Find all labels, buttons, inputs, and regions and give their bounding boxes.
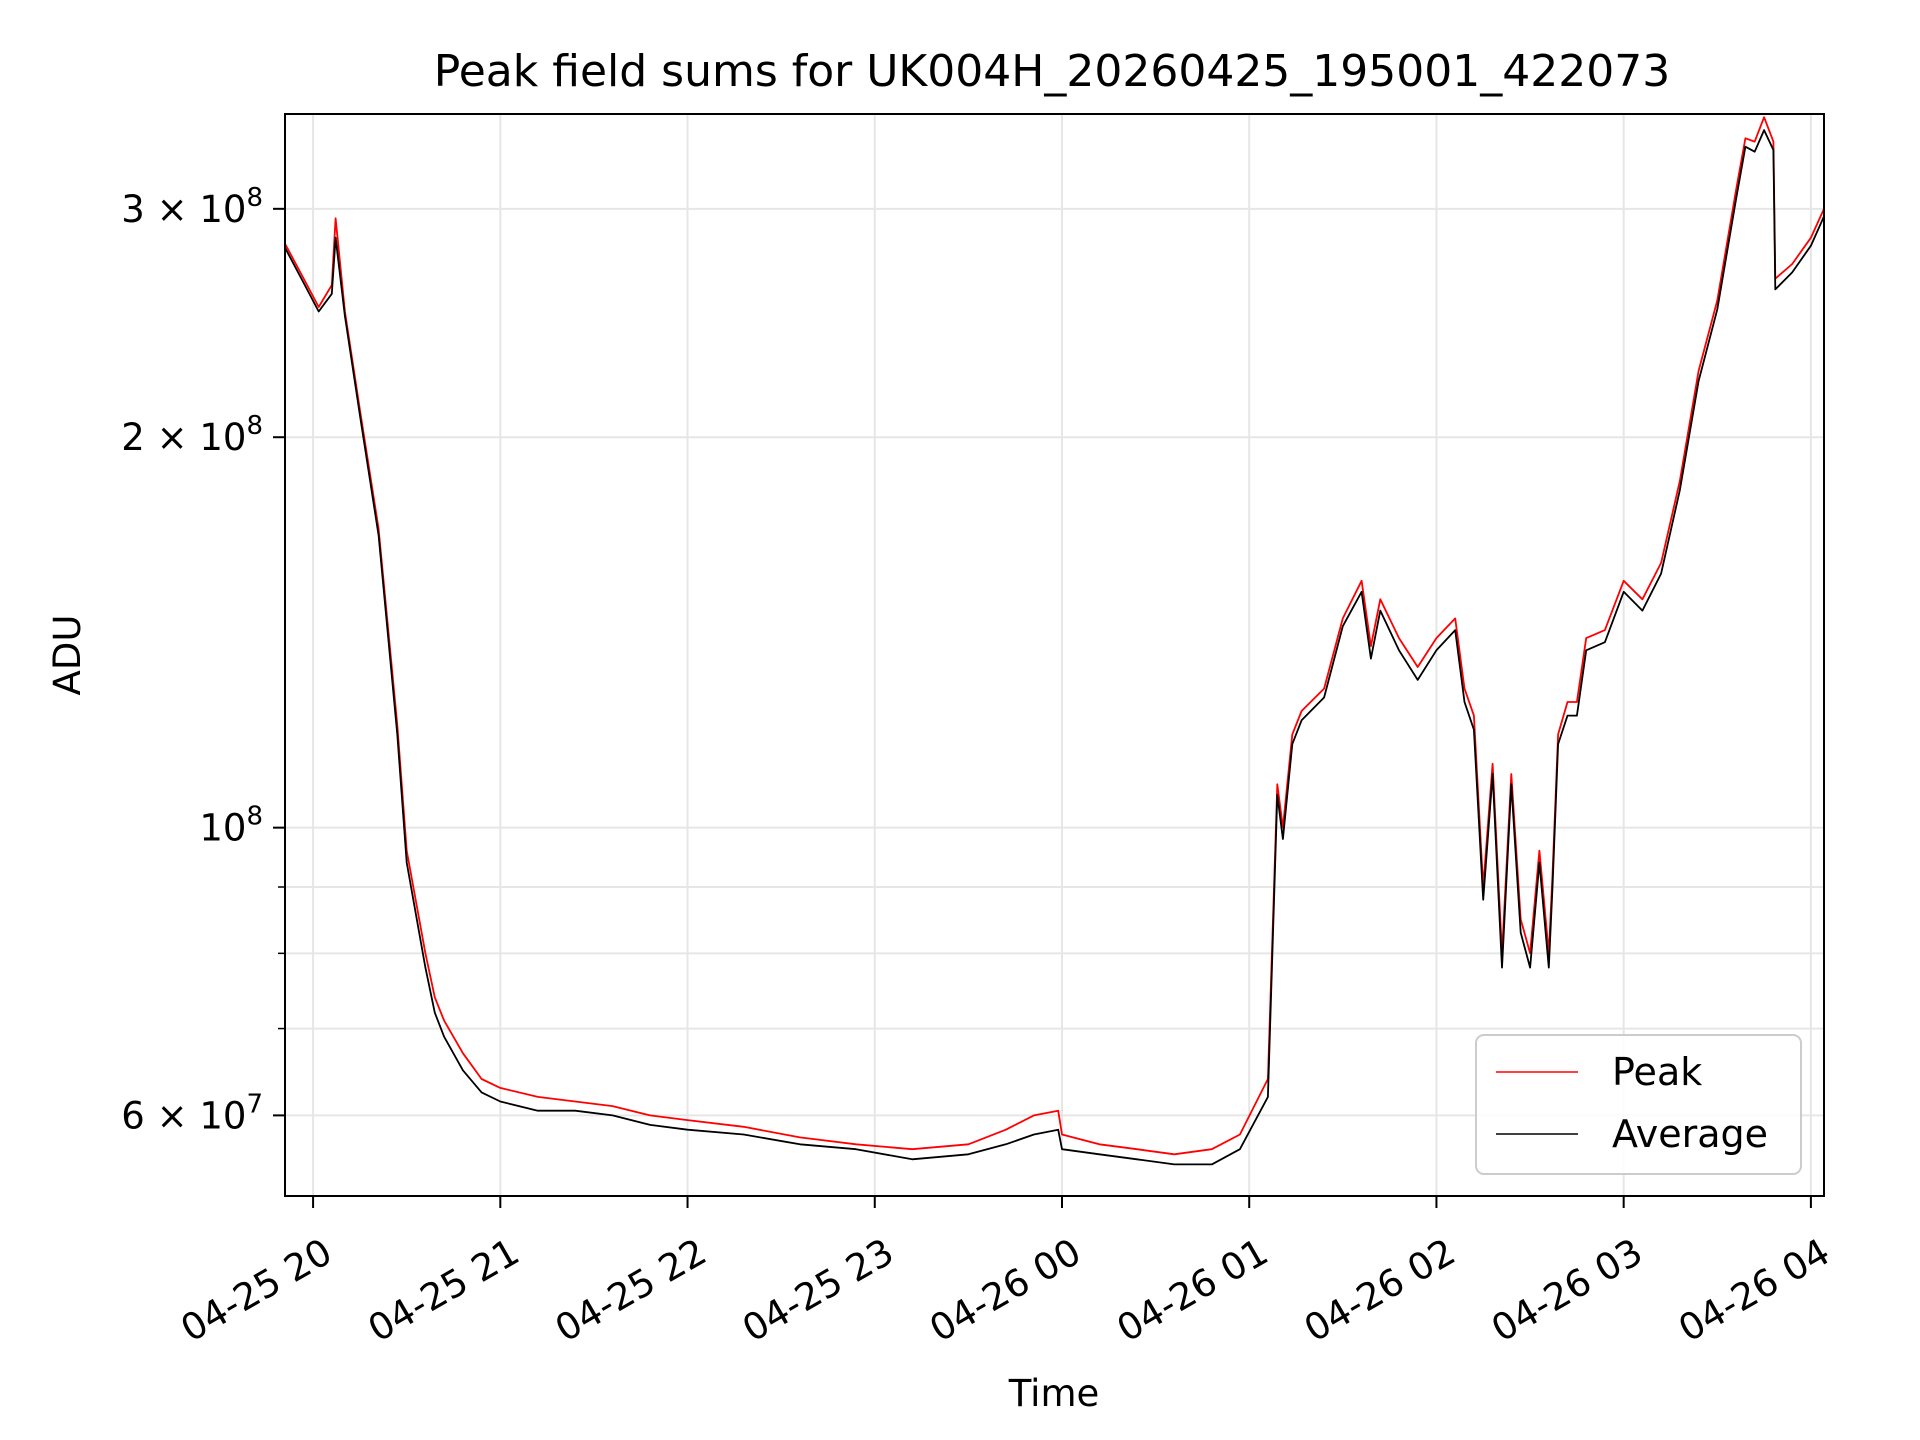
plot-frame xyxy=(284,113,1825,1197)
legend: Peak Average xyxy=(1475,1034,1802,1175)
x-axis-title: Time xyxy=(1008,1372,1100,1415)
y-tick-base: 2 × 10 xyxy=(121,416,246,459)
series-line-peak xyxy=(284,116,1825,1156)
y-tick-exponent: 8 xyxy=(246,802,263,832)
legend-box xyxy=(1475,1034,1802,1175)
y-tick-base: 10 xyxy=(199,807,246,850)
y-tick-base: 6 × 10 xyxy=(121,1094,246,1137)
y-tick-label: 108 xyxy=(199,802,263,850)
y-axis-title: ADU xyxy=(46,615,89,696)
series-line-average xyxy=(284,129,1825,1166)
series-lines xyxy=(284,116,1825,1166)
y-tick-exponent: 8 xyxy=(246,183,263,213)
legend-label-average: Average xyxy=(1612,1112,1768,1156)
y-tick-label: 6 × 107 xyxy=(121,1089,263,1137)
y-tick-base: 3 × 10 xyxy=(121,188,246,231)
legend-label-peak: Peak xyxy=(1612,1050,1702,1094)
chart-title: Peak field sums for UK004H_20260425_1950… xyxy=(434,46,1670,97)
y-tick-exponent: 8 xyxy=(246,411,263,441)
y-tick-label: 3 × 108 xyxy=(121,183,263,231)
y-tick-label: 2 × 108 xyxy=(121,411,263,459)
y-tick-exponent: 7 xyxy=(246,1089,263,1119)
